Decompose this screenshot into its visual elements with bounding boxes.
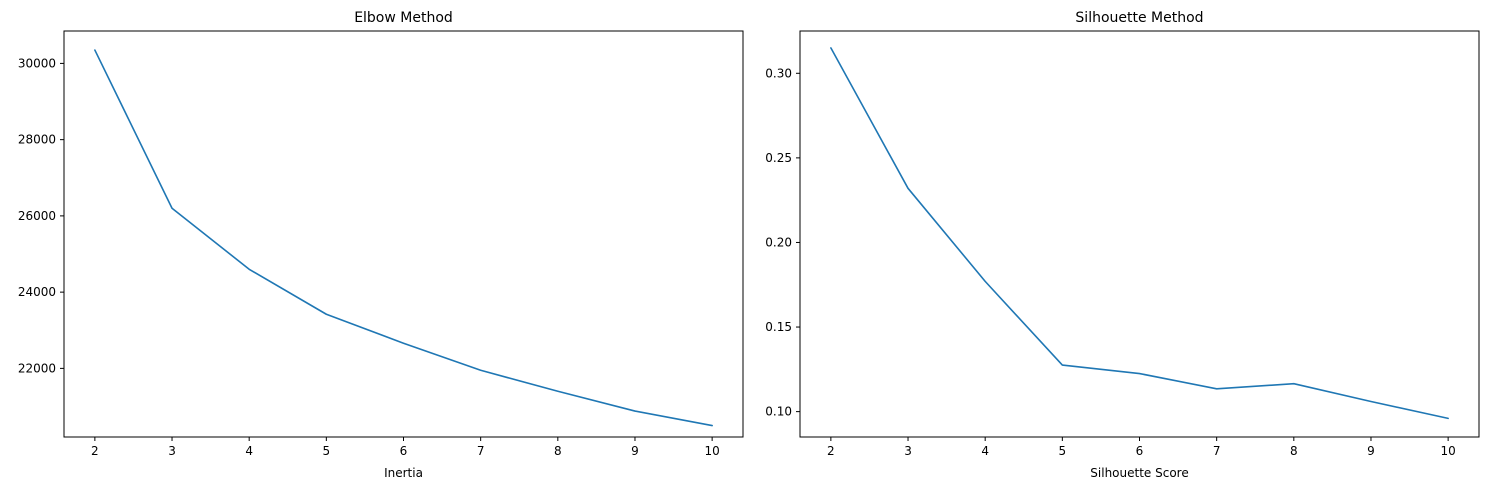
chart-title: Elbow Method bbox=[354, 10, 453, 26]
series-line bbox=[94, 49, 713, 427]
x-axis-label: Silhouette Score bbox=[1090, 466, 1188, 480]
y-tick-label: 28000 bbox=[18, 133, 56, 147]
y-tick-label: 26000 bbox=[18, 209, 56, 223]
x-tick-label: 10 bbox=[704, 444, 719, 458]
x-tick-label: 10 bbox=[1440, 444, 1455, 458]
x-tick-label: 4 bbox=[981, 444, 989, 458]
y-tick-label: 0.10 bbox=[765, 405, 792, 419]
x-tick-label: 7 bbox=[1213, 444, 1221, 458]
y-tick-label: 0.15 bbox=[765, 320, 792, 334]
x-tick-label: 2 bbox=[91, 444, 99, 458]
x-tick-label: 3 bbox=[168, 444, 176, 458]
plot-frame bbox=[63, 30, 744, 438]
x-tick-label: 8 bbox=[1290, 444, 1298, 458]
x-tick-label: 2 bbox=[827, 444, 835, 458]
x-tick-label: 3 bbox=[904, 444, 912, 458]
plot-frame bbox=[799, 30, 1480, 438]
x-tick-label: 9 bbox=[631, 444, 639, 458]
y-tick-label: 30000 bbox=[18, 56, 56, 70]
x-tick-label: 8 bbox=[554, 444, 562, 458]
chart-panel-2: Silhouette Method 2 3 4 5 6 7 8 9 10 0.10 0.15 0.20 0… bbox=[765, 10, 1480, 480]
x-tick-label: 5 bbox=[323, 444, 331, 458]
chart-title: Silhouette Method bbox=[1075, 10, 1203, 26]
y-tick-label: 0.25 bbox=[765, 151, 792, 165]
y-tick-label: 22000 bbox=[18, 361, 56, 375]
x-tick-label: 5 bbox=[1059, 444, 1067, 458]
x-tick-label: 9 bbox=[1367, 444, 1375, 458]
y-tick-label: 0.20 bbox=[765, 235, 792, 249]
y-tick-label: 24000 bbox=[18, 285, 56, 299]
x-tick-label: 6 bbox=[400, 444, 408, 458]
x-tick-label: 6 bbox=[1136, 444, 1144, 458]
chart-panel-1: Elbow Method 2 3 4 5 6 7 8 9 10 22000 24000 26000 280… bbox=[18, 10, 744, 480]
x-axis-label: Inertia bbox=[384, 466, 423, 480]
y-tick-label: 0.30 bbox=[765, 66, 792, 80]
x-tick-label: 4 bbox=[245, 444, 253, 458]
series-line bbox=[830, 47, 1449, 420]
x-tick-label: 7 bbox=[477, 444, 485, 458]
